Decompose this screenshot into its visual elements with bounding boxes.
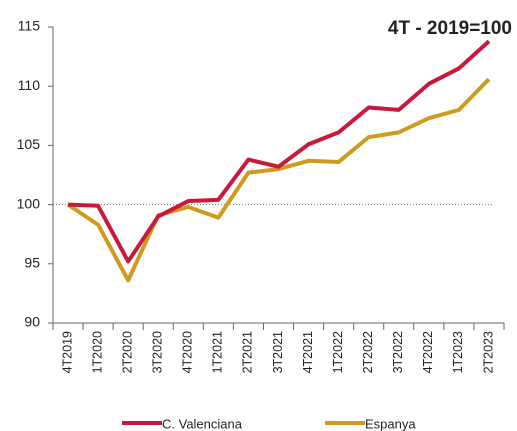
x-tick-label: 3T2022	[391, 331, 405, 373]
x-tick-label: 4T2022	[421, 331, 435, 373]
x-tick-label: 2T2021	[241, 331, 255, 373]
legend-label: Espanya	[365, 416, 416, 431]
line-series	[66, 77, 491, 283]
x-tick-label: 1T2020	[90, 331, 104, 373]
legend-label: C. Valenciana	[162, 416, 243, 431]
x-tick-label: 1T2021	[211, 331, 225, 373]
x-tick-label: 3T2020	[151, 331, 165, 373]
y-tick-label: 115	[18, 18, 41, 34]
x-tick-label: 2T2023	[481, 331, 495, 373]
y-tick-label: 90	[24, 314, 40, 330]
y-tick-label: 100	[17, 195, 41, 211]
x-tick-label: 2T2022	[361, 331, 375, 373]
x-tick-label: 4T2021	[301, 331, 315, 373]
x-tick-label: 3T2021	[271, 331, 285, 373]
x-tick-label: 4T2020	[181, 331, 195, 373]
x-tick-label: 4T2019	[60, 331, 74, 373]
y-tick-label: 110	[18, 77, 41, 93]
x-tick-label: 2T2020	[120, 331, 134, 373]
x-tick-label: 1T2022	[331, 331, 345, 373]
y-tick-label: 95	[24, 255, 40, 271]
line-series	[67, 39, 491, 264]
chart-title: 4T - 2019=100	[388, 18, 512, 39]
y-tick-label: 105	[17, 136, 41, 152]
x-tick-label: 1T2023	[451, 331, 465, 373]
